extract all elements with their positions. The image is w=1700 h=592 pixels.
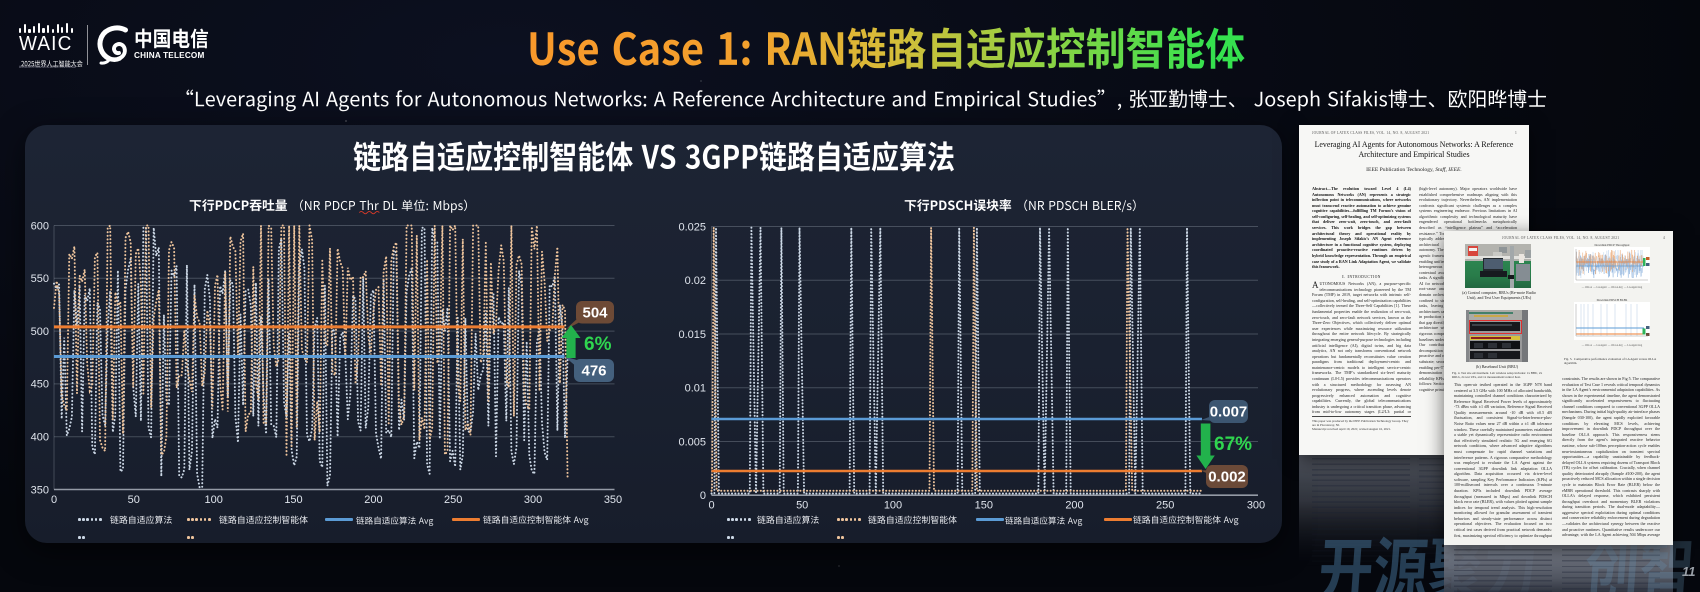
svg-text:250: 250 <box>444 494 462 506</box>
svg-text:600: 600 <box>31 220 49 232</box>
svg-text:200: 200 <box>364 494 382 506</box>
svg-text:50: 50 <box>796 500 808 512</box>
svg-text:150: 150 <box>975 500 993 512</box>
svg-text:0.02: 0.02 <box>685 275 706 287</box>
svg-text:350: 350 <box>604 494 622 506</box>
svg-text:450: 450 <box>31 379 49 391</box>
svg-text:550: 550 <box>31 273 49 285</box>
svg-text:67%: 67% <box>1214 434 1252 455</box>
svg-text:300: 300 <box>524 494 542 506</box>
svg-text:200: 200 <box>1065 500 1083 512</box>
svg-text:300: 300 <box>1247 500 1265 512</box>
svg-text:0.005: 0.005 <box>678 436 706 448</box>
svg-text:0.007: 0.007 <box>1210 404 1248 421</box>
svg-text:0.01: 0.01 <box>685 383 706 395</box>
svg-text:0: 0 <box>708 500 714 512</box>
svg-text:100: 100 <box>884 500 902 512</box>
svg-text:0: 0 <box>700 490 706 502</box>
svg-text:250: 250 <box>1156 500 1174 512</box>
svg-text:350: 350 <box>31 484 49 496</box>
svg-text:100: 100 <box>205 494 223 506</box>
svg-text:6%: 6% <box>584 334 612 355</box>
svg-text:150: 150 <box>284 494 302 506</box>
svg-text:0: 0 <box>51 494 57 506</box>
svg-text:476: 476 <box>581 363 606 380</box>
svg-text:0.025: 0.025 <box>678 221 706 233</box>
svg-text:500: 500 <box>31 326 49 338</box>
svg-text:0.015: 0.015 <box>678 329 706 341</box>
svg-text:50: 50 <box>128 494 140 506</box>
svg-text:400: 400 <box>31 432 49 444</box>
svg-text:0.002: 0.002 <box>1208 469 1246 486</box>
svg-text:504: 504 <box>582 304 608 321</box>
